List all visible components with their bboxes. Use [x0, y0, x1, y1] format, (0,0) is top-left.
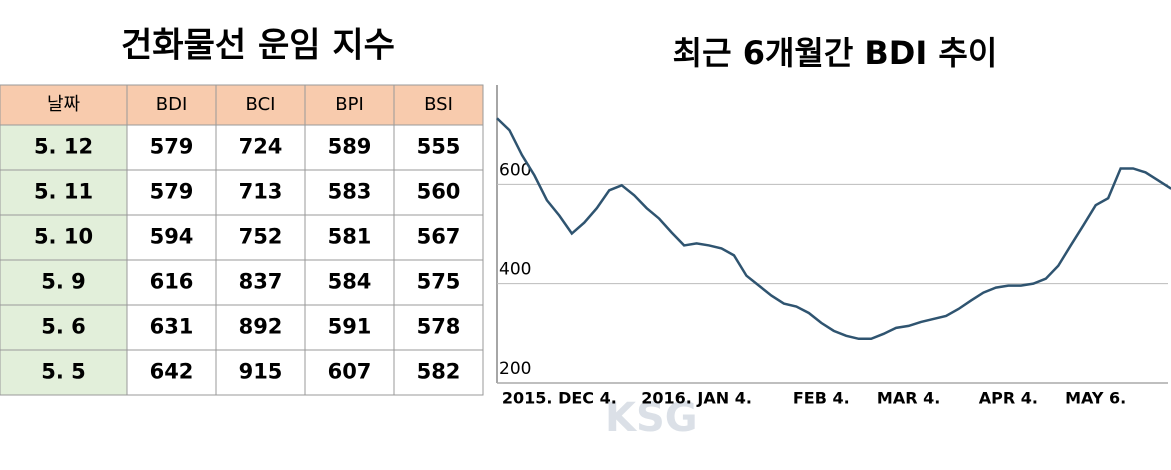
cell	[215, 349, 306, 396]
y-tick-label: 400	[499, 260, 531, 280]
cell	[304, 214, 395, 261]
chart-title: 최근 6개월간 BDI 추이	[673, 34, 998, 72]
value-cell: 616	[150, 270, 194, 294]
value-cell: 579	[150, 135, 194, 159]
cell	[304, 169, 395, 216]
header-text: BPI	[335, 94, 364, 115]
date-cell: 5. 9	[41, 270, 86, 294]
header-text: BDI	[156, 94, 188, 115]
cell	[304, 349, 395, 396]
value-cell: 915	[239, 360, 283, 384]
value-cell: 567	[417, 225, 461, 249]
y-tick-label: 200	[499, 359, 531, 379]
cell	[304, 304, 395, 351]
x-tick-label: MAY 6.	[1065, 389, 1126, 408]
x-tick-label: MAR 4.	[877, 389, 940, 408]
cell	[126, 259, 217, 306]
value-cell: 837	[239, 270, 283, 294]
value-cell: 578	[417, 315, 461, 339]
cell	[304, 259, 395, 306]
cell	[126, 214, 217, 261]
header-cell	[0, 84, 128, 126]
cell	[393, 349, 484, 396]
value-cell: 583	[328, 180, 372, 204]
cell	[393, 169, 484, 216]
table-title: 건화물선 운임 지수	[121, 26, 395, 66]
header-text: 날짜	[47, 94, 81, 115]
date-cell: 5. 11	[34, 180, 93, 204]
value-cell: 555	[417, 135, 461, 159]
cell	[304, 124, 395, 171]
cell	[393, 214, 484, 261]
date-cell: 5. 10	[34, 225, 93, 249]
cell	[0, 214, 128, 261]
value-cell: 575	[417, 270, 461, 294]
value-cell: 752	[239, 225, 283, 249]
value-cell: 892	[239, 315, 283, 339]
cell	[126, 124, 217, 171]
x-tick-label: FEB 4.	[793, 389, 850, 408]
cell	[0, 304, 128, 351]
value-cell: 582	[417, 360, 461, 384]
value-cell: 594	[150, 225, 194, 249]
value-cell: 591	[328, 315, 372, 339]
cell	[0, 349, 128, 396]
value-cell: 724	[239, 135, 283, 159]
watermark: KSG	[605, 395, 698, 441]
y-tick-label: 600	[499, 160, 531, 180]
value-cell: 581	[328, 225, 372, 249]
x-tick-label: 2015. DEC 4.	[502, 389, 617, 408]
header-text: BCI	[246, 94, 276, 115]
value-cell: 584	[328, 270, 372, 294]
cell	[0, 169, 128, 216]
line	[496, 117, 1171, 341]
value-cell: 589	[328, 135, 372, 159]
date-cell: 5. 6	[41, 315, 86, 339]
value-cell: 642	[150, 360, 194, 384]
cell	[393, 304, 484, 351]
x-tick-label: APR 4.	[979, 389, 1038, 408]
value-cell: 631	[150, 315, 194, 339]
value-cell: 560	[417, 180, 461, 204]
x-tick-label: 2016. JAN 4.	[641, 389, 752, 408]
value-cell: 607	[328, 360, 372, 384]
cell	[126, 169, 217, 216]
date-cell: 5. 5	[41, 360, 86, 384]
value-cell: 579	[150, 180, 194, 204]
date-cell: 5. 12	[34, 135, 93, 159]
value-cell: 713	[239, 180, 283, 204]
cell	[393, 124, 484, 171]
cell	[215, 214, 306, 261]
cell	[393, 259, 484, 306]
header-text: BSI	[424, 94, 453, 115]
